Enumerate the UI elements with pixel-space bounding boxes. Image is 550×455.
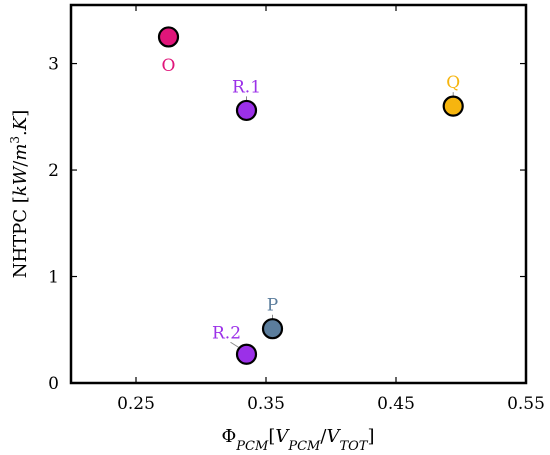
- data-point-q: [442, 95, 464, 117]
- x-axis-label: ΦPCM[VPCM/VTOT]: [222, 426, 375, 454]
- x-tick-label: 0.55: [507, 394, 545, 414]
- point-label: O: [162, 56, 176, 76]
- data-point-o: [157, 26, 180, 48]
- y-tick-label: 1: [48, 268, 59, 288]
- y-tick-label: 3: [48, 55, 59, 75]
- y-tick-label: 2: [48, 161, 59, 181]
- y-tick-label: 0: [48, 374, 59, 394]
- x-tick-label: 0.25: [117, 394, 155, 414]
- points-group: O R.1 Q P R.2: [157, 26, 464, 365]
- data-point-r-1: [235, 99, 258, 122]
- point-label: R.1: [232, 77, 261, 97]
- point-label: Q: [446, 73, 460, 93]
- point-leader-line: [230, 341, 239, 348]
- point-label: R.2: [212, 323, 241, 343]
- data-point-p: [261, 318, 284, 340]
- y-axis-label: NHTPC [kW/m3.K]: [8, 110, 31, 279]
- tick-group: 0.25 0.35 0.45 0.55 0 1 2 3: [48, 5, 545, 414]
- plot-frame: [69, 3, 528, 385]
- x-tick-label: 0.35: [247, 394, 285, 414]
- x-tick-label: 0.45: [377, 394, 415, 414]
- point-label: P: [267, 296, 278, 316]
- data-point-r-2: [235, 343, 258, 365]
